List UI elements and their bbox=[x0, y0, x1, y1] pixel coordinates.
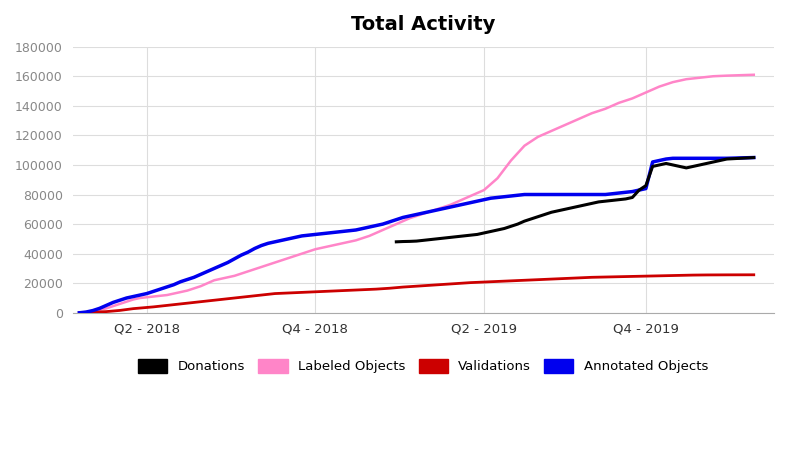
Title: Total Activity: Total Activity bbox=[351, 15, 495, 34]
Legend: Donations, Labeled Objects, Validations, Annotated Objects: Donations, Labeled Objects, Validations,… bbox=[133, 354, 713, 379]
